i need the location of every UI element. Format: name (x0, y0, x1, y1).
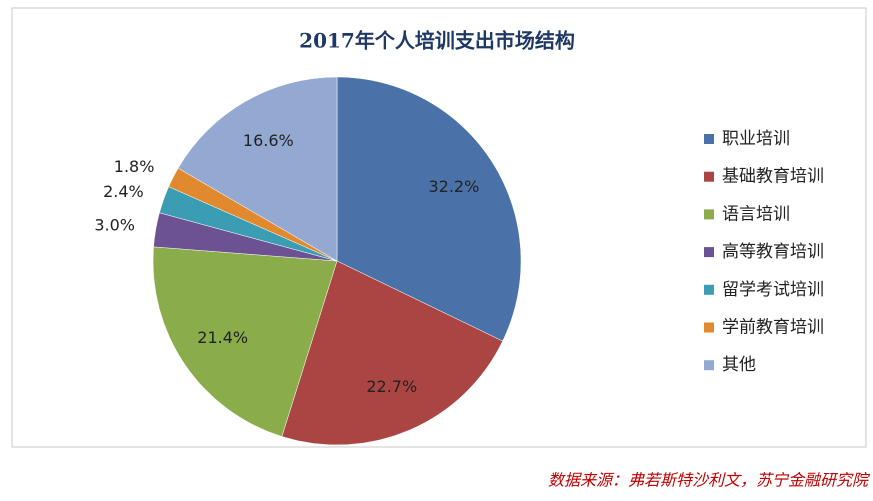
legend-label: 留学考试培训 (722, 280, 824, 300)
legend-swatch (704, 247, 714, 258)
legend-label: 语言培训 (722, 204, 790, 224)
legend-swatch (704, 134, 714, 144)
legend-label: 高等教育培训 (722, 242, 824, 262)
source-note: 数据来源：弗若斯特沙利文，苏宁金融研究院 (548, 471, 871, 490)
data-label: 22.7% (366, 377, 417, 396)
legend-swatch (704, 360, 714, 371)
legend-label: 职业培训 (722, 129, 790, 149)
chart-title: 2017年个人培训支出市场结构 (299, 29, 575, 53)
data-label: 32.2% (428, 177, 479, 196)
legend-label: 基础教育培训 (722, 167, 824, 187)
legend-swatch (704, 284, 714, 295)
pie-slice (281, 260, 503, 446)
legend-label: 学前教育培训 (722, 318, 824, 338)
data-label: 1.8% (114, 157, 155, 176)
legend-swatch (704, 209, 714, 220)
pie-slice (177, 76, 338, 262)
legend-swatch (704, 171, 714, 182)
data-label: 21.4% (197, 328, 248, 347)
data-label: 16.6% (243, 131, 294, 150)
pie-slice (336, 76, 522, 342)
legend-label: 其他 (722, 355, 756, 375)
data-label: 3.0% (94, 216, 135, 235)
data-label: 2.4% (103, 182, 144, 201)
pie-slice (152, 246, 338, 437)
legend-swatch (704, 322, 714, 333)
